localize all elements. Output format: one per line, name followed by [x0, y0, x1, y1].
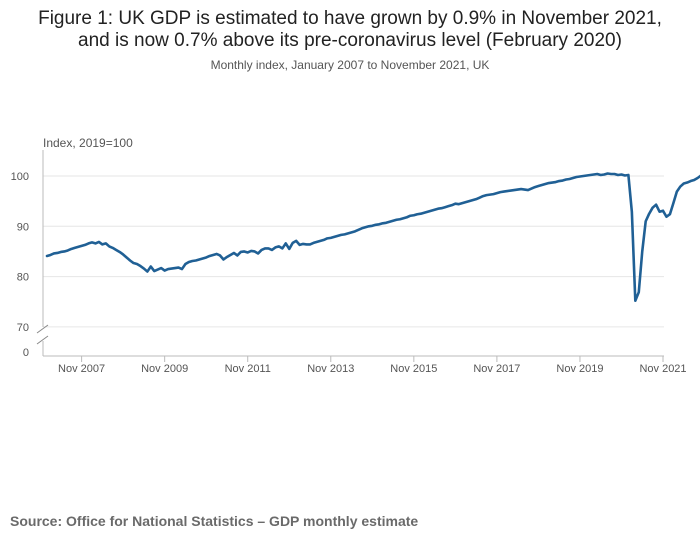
y-tick-label-90: 90 — [17, 221, 29, 233]
y-tick-label-100: 100 — [11, 171, 29, 183]
chart-title-line-2: and is now 0.7% above its pre-coronaviru… — [78, 30, 622, 51]
y-axis-ticks: 0 70 80 90 100 — [11, 171, 29, 359]
series-line-gdp-index — [45, 172, 700, 303]
y-tick-label-70: 70 — [17, 322, 29, 334]
x-tick-label-nov-2021: Nov 2021 — [639, 363, 686, 375]
x-tick-label-nov-2007: Nov 2007 — [58, 363, 105, 375]
axis-break-slash-top — [36, 324, 49, 334]
x-tick-label-nov-2015: Nov 2015 — [390, 363, 437, 375]
chart-title-line-1: Figure 1: UK GDP is estimated to have gr… — [38, 8, 662, 29]
source-note: Source: Office for National Statistics –… — [10, 513, 419, 529]
x-tick-label-nov-2013: Nov 2013 — [307, 363, 354, 375]
x-tick-label-nov-2017: Nov 2017 — [473, 363, 520, 375]
chart-subtitle: Monthly index, January 2007 to November … — [210, 58, 490, 72]
gridlines — [43, 175, 664, 328]
x-tick-label-nov-2009: Nov 2009 — [141, 363, 188, 375]
chart-title: Figure 1: UK GDP is estimated to have gr… — [0, 8, 700, 52]
axis-break-slash-bottom — [36, 335, 49, 345]
x-tick-label-nov-2019: Nov 2019 — [556, 363, 603, 375]
x-axis: Nov 2007 Nov 2009 Nov 2011 Nov 2013 Nov 2015… — [43, 355, 687, 375]
x-tick-label-nov-2011: Nov 2011 — [225, 363, 271, 375]
y-axis-label: Index, 2019=100 — [43, 136, 133, 150]
y-tick-label-0: 0 — [23, 347, 29, 359]
y-axis-break-marker — [36, 150, 49, 356]
y-tick-label-80: 80 — [17, 272, 29, 284]
